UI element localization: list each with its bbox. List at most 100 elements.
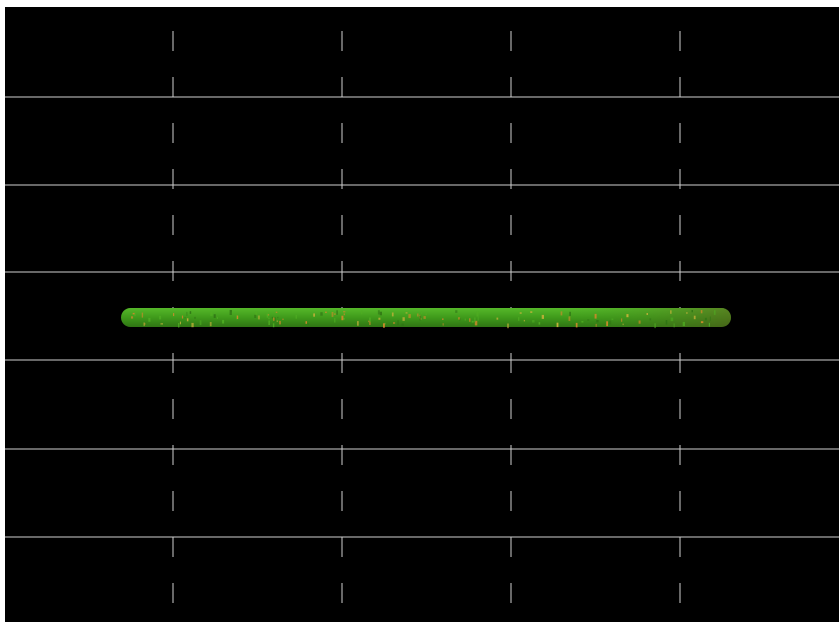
bar-speckle [638,320,641,324]
bar-speckle [331,312,334,317]
bar-speckle [268,320,270,325]
bar-speckle [273,317,275,321]
bar-speckle [307,323,310,325]
bar-speckle [275,311,278,313]
bar-speckle [474,320,478,326]
bar-speckle [210,311,213,316]
bar-speckle [518,317,520,321]
bar-speckle [581,321,584,323]
bar-speckle [379,311,382,316]
bar-speckle [181,315,184,319]
bar-speckle [143,322,145,327]
bar-speckle [611,318,614,320]
bar-speckle [305,321,307,324]
bar-speckle [594,313,597,319]
bar-speckle [700,321,704,324]
bar-speckle [469,318,471,322]
bar-speckle [575,322,578,328]
bar-speckle [282,318,284,320]
bar-speckle [496,317,499,320]
bar-speckle [186,318,189,322]
bar-speckle [159,315,162,320]
bar-speckle [368,320,370,323]
bar-speckle [532,320,535,323]
bar-speckle [209,322,212,327]
bar-speckle [646,313,648,315]
bar-speckle [173,313,175,317]
bar-speckle [420,311,422,315]
bar-speckle [369,321,371,325]
bar-speckle [266,313,269,318]
bar-speckle [391,312,394,317]
bar-speckle [587,319,590,321]
bar-speckle [334,318,336,323]
bar-speckle [141,312,144,318]
bar-speckle [295,314,297,319]
bar-speckle [523,319,525,322]
bar-speckle [271,316,273,319]
bar-speckle [357,321,359,326]
bar-speckle [408,314,411,319]
bar-speckle [325,311,327,313]
bar-speckle [595,323,597,327]
bar-speckle [700,310,703,314]
bar-speckle [178,323,180,328]
bar-speckle [519,312,522,314]
bar-speckle [596,320,599,323]
bar-speckle [473,317,476,323]
bar-speckle [255,311,258,316]
bar-speckle [538,322,541,325]
bar-speckle [682,321,685,327]
bar-speckle [665,320,668,325]
bar-speckle [336,310,338,315]
bar-speckle [442,323,444,326]
bar-speckle [670,317,674,322]
bar-speckle [419,315,422,321]
bar-speckle [608,320,612,325]
bar-speckle [384,322,386,325]
bar-speckle [691,310,693,313]
bar-speckle [377,310,380,315]
bar-speckle [134,311,136,317]
bar-speckle [621,318,623,322]
bar-speckle [556,322,559,328]
bar-speckle [622,323,624,326]
bar-speckle [569,311,571,316]
bar-speckle [626,314,629,318]
bar-speckle [257,315,260,320]
bar-speckle [458,317,461,320]
bar-speckle [272,323,275,328]
bar-speckle [313,313,315,317]
bar-speckle [222,319,225,324]
bar-speckle [279,320,281,325]
bar-speckle [393,322,396,324]
bar-speckle [216,316,218,319]
bar-speckle [268,317,270,320]
bar-speckle [397,320,399,325]
bar-speckle [709,316,711,321]
bar-speckle [343,311,346,313]
bar-speckle [455,310,458,313]
bar-speckle [686,312,688,314]
bar-speckle [369,317,371,322]
bar-speckle [277,316,279,319]
bar-speckle [402,317,405,321]
bar-speckle [423,316,426,319]
bar-speckle [132,312,135,315]
bar-speckle [189,311,192,314]
bar-speckle [320,312,323,316]
horizontal-grid-lines [5,96,839,538]
bar-speckle [213,314,216,318]
bar-speckle [184,317,186,319]
bar-speckle [341,315,344,321]
bar-speckle [199,320,202,326]
bar-speckle [417,313,419,317]
bar-speckle [401,323,404,327]
bar-speckle [179,321,181,325]
bar-speckle [383,323,385,328]
bar-speckle [704,317,707,321]
bar-speckle [361,310,363,315]
bar-speckle [530,311,533,313]
bar-speckle [507,323,509,329]
bar-speckle [194,316,196,319]
